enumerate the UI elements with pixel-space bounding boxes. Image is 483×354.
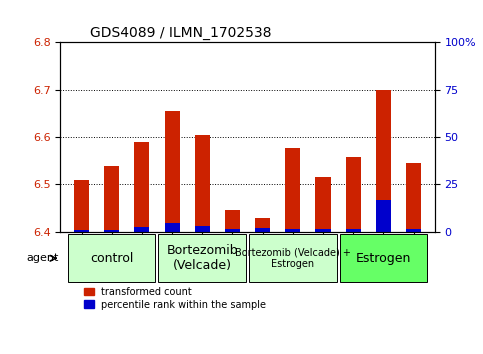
Bar (74, 230, 89, 232)
FancyBboxPatch shape (158, 234, 246, 282)
FancyBboxPatch shape (340, 234, 427, 282)
Bar (346, 157, 361, 232)
FancyBboxPatch shape (249, 234, 337, 282)
Text: Bortezomib (Velcade) +
Estrogen: Bortezomib (Velcade) + Estrogen (235, 247, 351, 269)
Bar (195, 135, 210, 232)
FancyBboxPatch shape (68, 234, 156, 282)
Bar (315, 177, 330, 232)
Bar (285, 148, 300, 232)
Bar (165, 111, 180, 232)
Text: Bortezomib
(Velcade): Bortezomib (Velcade) (167, 244, 238, 272)
Bar (134, 142, 149, 232)
Bar (315, 229, 330, 232)
Legend: transformed count, percentile rank within the sample: transformed count, percentile rank withi… (84, 287, 267, 309)
Bar (406, 163, 421, 232)
Text: agent: agent (27, 253, 59, 263)
Bar (225, 229, 240, 232)
Bar (134, 227, 149, 232)
Bar (165, 223, 180, 232)
Bar (285, 229, 300, 232)
Text: GDS4089 / ILMN_1702538: GDS4089 / ILMN_1702538 (90, 26, 272, 40)
Bar (376, 200, 391, 232)
Text: control: control (90, 252, 133, 265)
Bar (104, 230, 119, 232)
Bar (195, 226, 210, 232)
Bar (74, 180, 89, 232)
Text: Estrogen: Estrogen (355, 252, 411, 265)
Bar (255, 218, 270, 232)
Bar (225, 210, 240, 232)
Bar (346, 229, 361, 232)
Bar (104, 166, 119, 232)
Bar (255, 228, 270, 232)
Bar (376, 90, 391, 232)
Bar (406, 229, 421, 232)
